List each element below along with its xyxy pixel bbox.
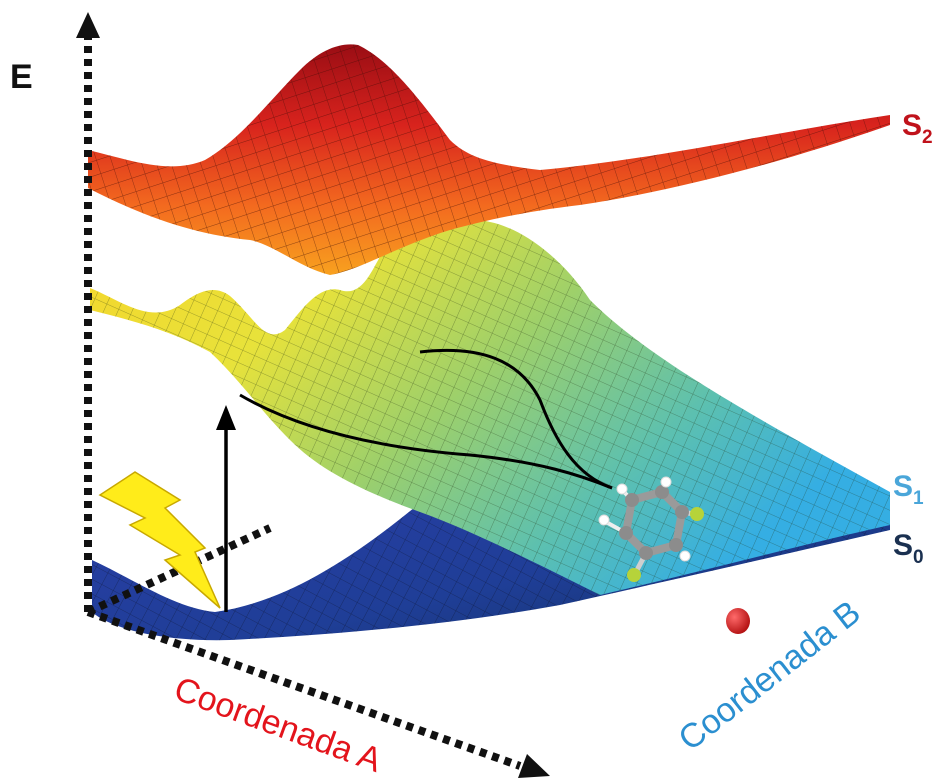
coordinate-a-label: Coordenada A (169, 670, 387, 780)
s2-surface (88, 44, 890, 275)
s0-label: S0 (893, 529, 924, 568)
reaction-pathway-branch (419, 348, 613, 490)
lightning-bolt-icon (98, 471, 221, 609)
up-arrow-icon (216, 405, 236, 612)
red-atom-icon (726, 608, 750, 634)
difluorobenzene-molecule-icon (598, 476, 704, 582)
energy-axis (76, 12, 100, 612)
energy-axis-label: E (10, 58, 33, 96)
reaction-pathway (239, 393, 613, 490)
s2-label: S2 (902, 109, 933, 148)
coordinate-b-label: Coordenada B (672, 593, 868, 758)
s1-label: S1 (893, 470, 924, 509)
coordinate-a-axis (86, 608, 550, 778)
s1-surface (90, 213, 890, 596)
